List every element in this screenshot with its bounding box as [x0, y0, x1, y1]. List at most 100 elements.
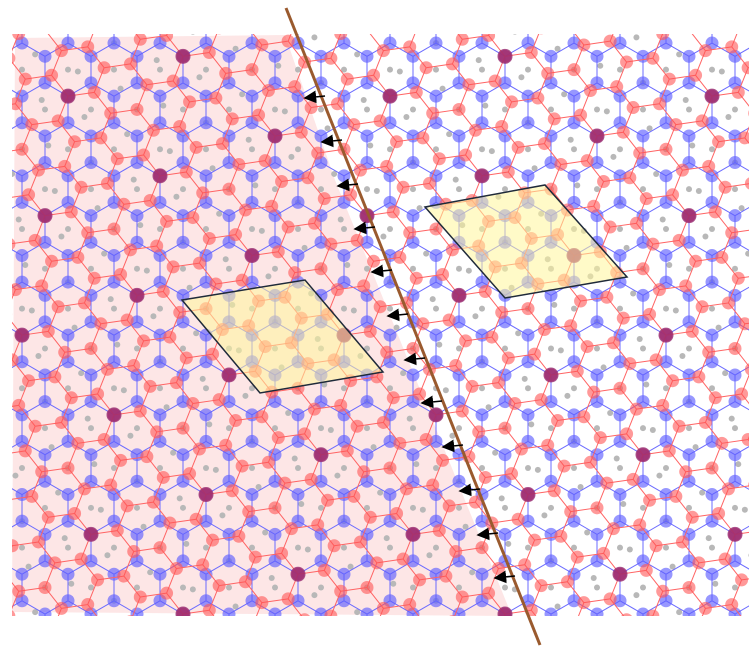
gray-site [295, 226, 301, 232]
gray-site [640, 505, 646, 511]
gray-site [640, 106, 646, 112]
red-atom [321, 494, 334, 507]
gray-site [42, 345, 48, 351]
red-atom [6, 539, 19, 552]
red-atom [482, 587, 495, 600]
gray-site [134, 345, 140, 351]
blue-bond [22, 3, 45, 16]
gray-site [0, 584, 2, 590]
blue-atom [683, 395, 696, 408]
gray-site [0, 505, 2, 511]
red-atom [689, 255, 702, 268]
red-atom [594, 431, 607, 444]
gray-site [535, 467, 541, 473]
red-bond [541, 24, 567, 28]
gray-site [696, 188, 702, 194]
red-atom [623, 357, 636, 370]
red-bond [98, 18, 124, 22]
red-atom [728, 342, 741, 355]
red-atom [206, 534, 219, 547]
red-atom [397, 181, 410, 194]
red-atom [213, 393, 226, 406]
gray-site [364, 186, 370, 192]
gray-site [663, 226, 669, 232]
red-atom [275, 175, 288, 188]
blue-atom [39, 634, 52, 647]
blue-atom [131, 475, 144, 488]
red-atom [640, 192, 653, 205]
gray-site [65, 67, 71, 73]
red-atom [742, 433, 749, 446]
red-atom [600, 477, 613, 490]
blue-atom [545, 608, 558, 621]
gray-site [548, 27, 554, 33]
red-atom [209, 277, 222, 290]
blue-atom [453, 130, 466, 143]
gray-site [686, 345, 692, 351]
blue-bond [68, 3, 91, 16]
red-atom [203, 604, 216, 617]
red-atom [35, 465, 48, 478]
gray-site [656, 473, 662, 479]
red-atom [140, 78, 153, 91]
blue-atom [223, 209, 236, 222]
blue-atom [200, 10, 213, 23]
red-atom [216, 137, 229, 150]
red-bond [173, 614, 183, 639]
blue-atom [131, 130, 144, 143]
blue-atom [568, 169, 581, 182]
blue-bond [160, 3, 183, 16]
red-atom [597, 175, 610, 188]
red-atom [699, 602, 712, 615]
red-atom [489, 632, 502, 645]
blue-atom [223, 50, 236, 63]
coincidence-site [590, 129, 605, 144]
blue-atom [0, 76, 6, 89]
gray-site [732, 106, 738, 112]
gray-site [154, 57, 160, 63]
red-atom [239, 203, 252, 216]
blue-atom [0, 554, 6, 567]
gray-site [196, 74, 202, 80]
coincidence-site [61, 89, 76, 104]
blue-bond [390, 3, 413, 16]
blue-atom [729, 634, 742, 647]
red-atom [620, 56, 633, 69]
gray-site [249, 146, 255, 152]
blue-bond [436, 3, 459, 16]
gray-site [469, 12, 475, 18]
red-atom [666, 188, 679, 201]
red-atom [239, 575, 252, 588]
red-atom [554, 530, 567, 543]
gray-site [272, 106, 278, 112]
blue-atom [269, 50, 282, 63]
red-bond [0, 500, 6, 525]
red-atom [528, 534, 541, 547]
red-atom [590, 501, 603, 514]
gray-site [45, 142, 51, 148]
red-atom [390, 507, 403, 520]
red-bond [15, 637, 25, 647]
gray-site [318, 584, 324, 590]
red-atom [196, 186, 209, 199]
gray-site [62, 535, 68, 541]
red-atom [574, 295, 587, 308]
gray-site [420, 507, 426, 513]
red-bond [337, 637, 347, 647]
gray-site [318, 505, 324, 511]
gray-site [541, 512, 547, 518]
gray-site [65, 146, 71, 152]
red-atom [150, 240, 163, 253]
red-atom [689, 627, 702, 640]
red-bond [0, 244, 9, 269]
red-atom [203, 46, 216, 59]
gray-site [160, 103, 166, 109]
gray-site [594, 27, 600, 33]
blue-atom [683, 50, 696, 63]
gray-site [617, 465, 623, 471]
coincidence-site [198, 487, 213, 502]
blue-atom [39, 130, 52, 143]
gray-site [433, 67, 439, 73]
red-bond [403, 1, 419, 22]
gray-site [512, 29, 518, 35]
